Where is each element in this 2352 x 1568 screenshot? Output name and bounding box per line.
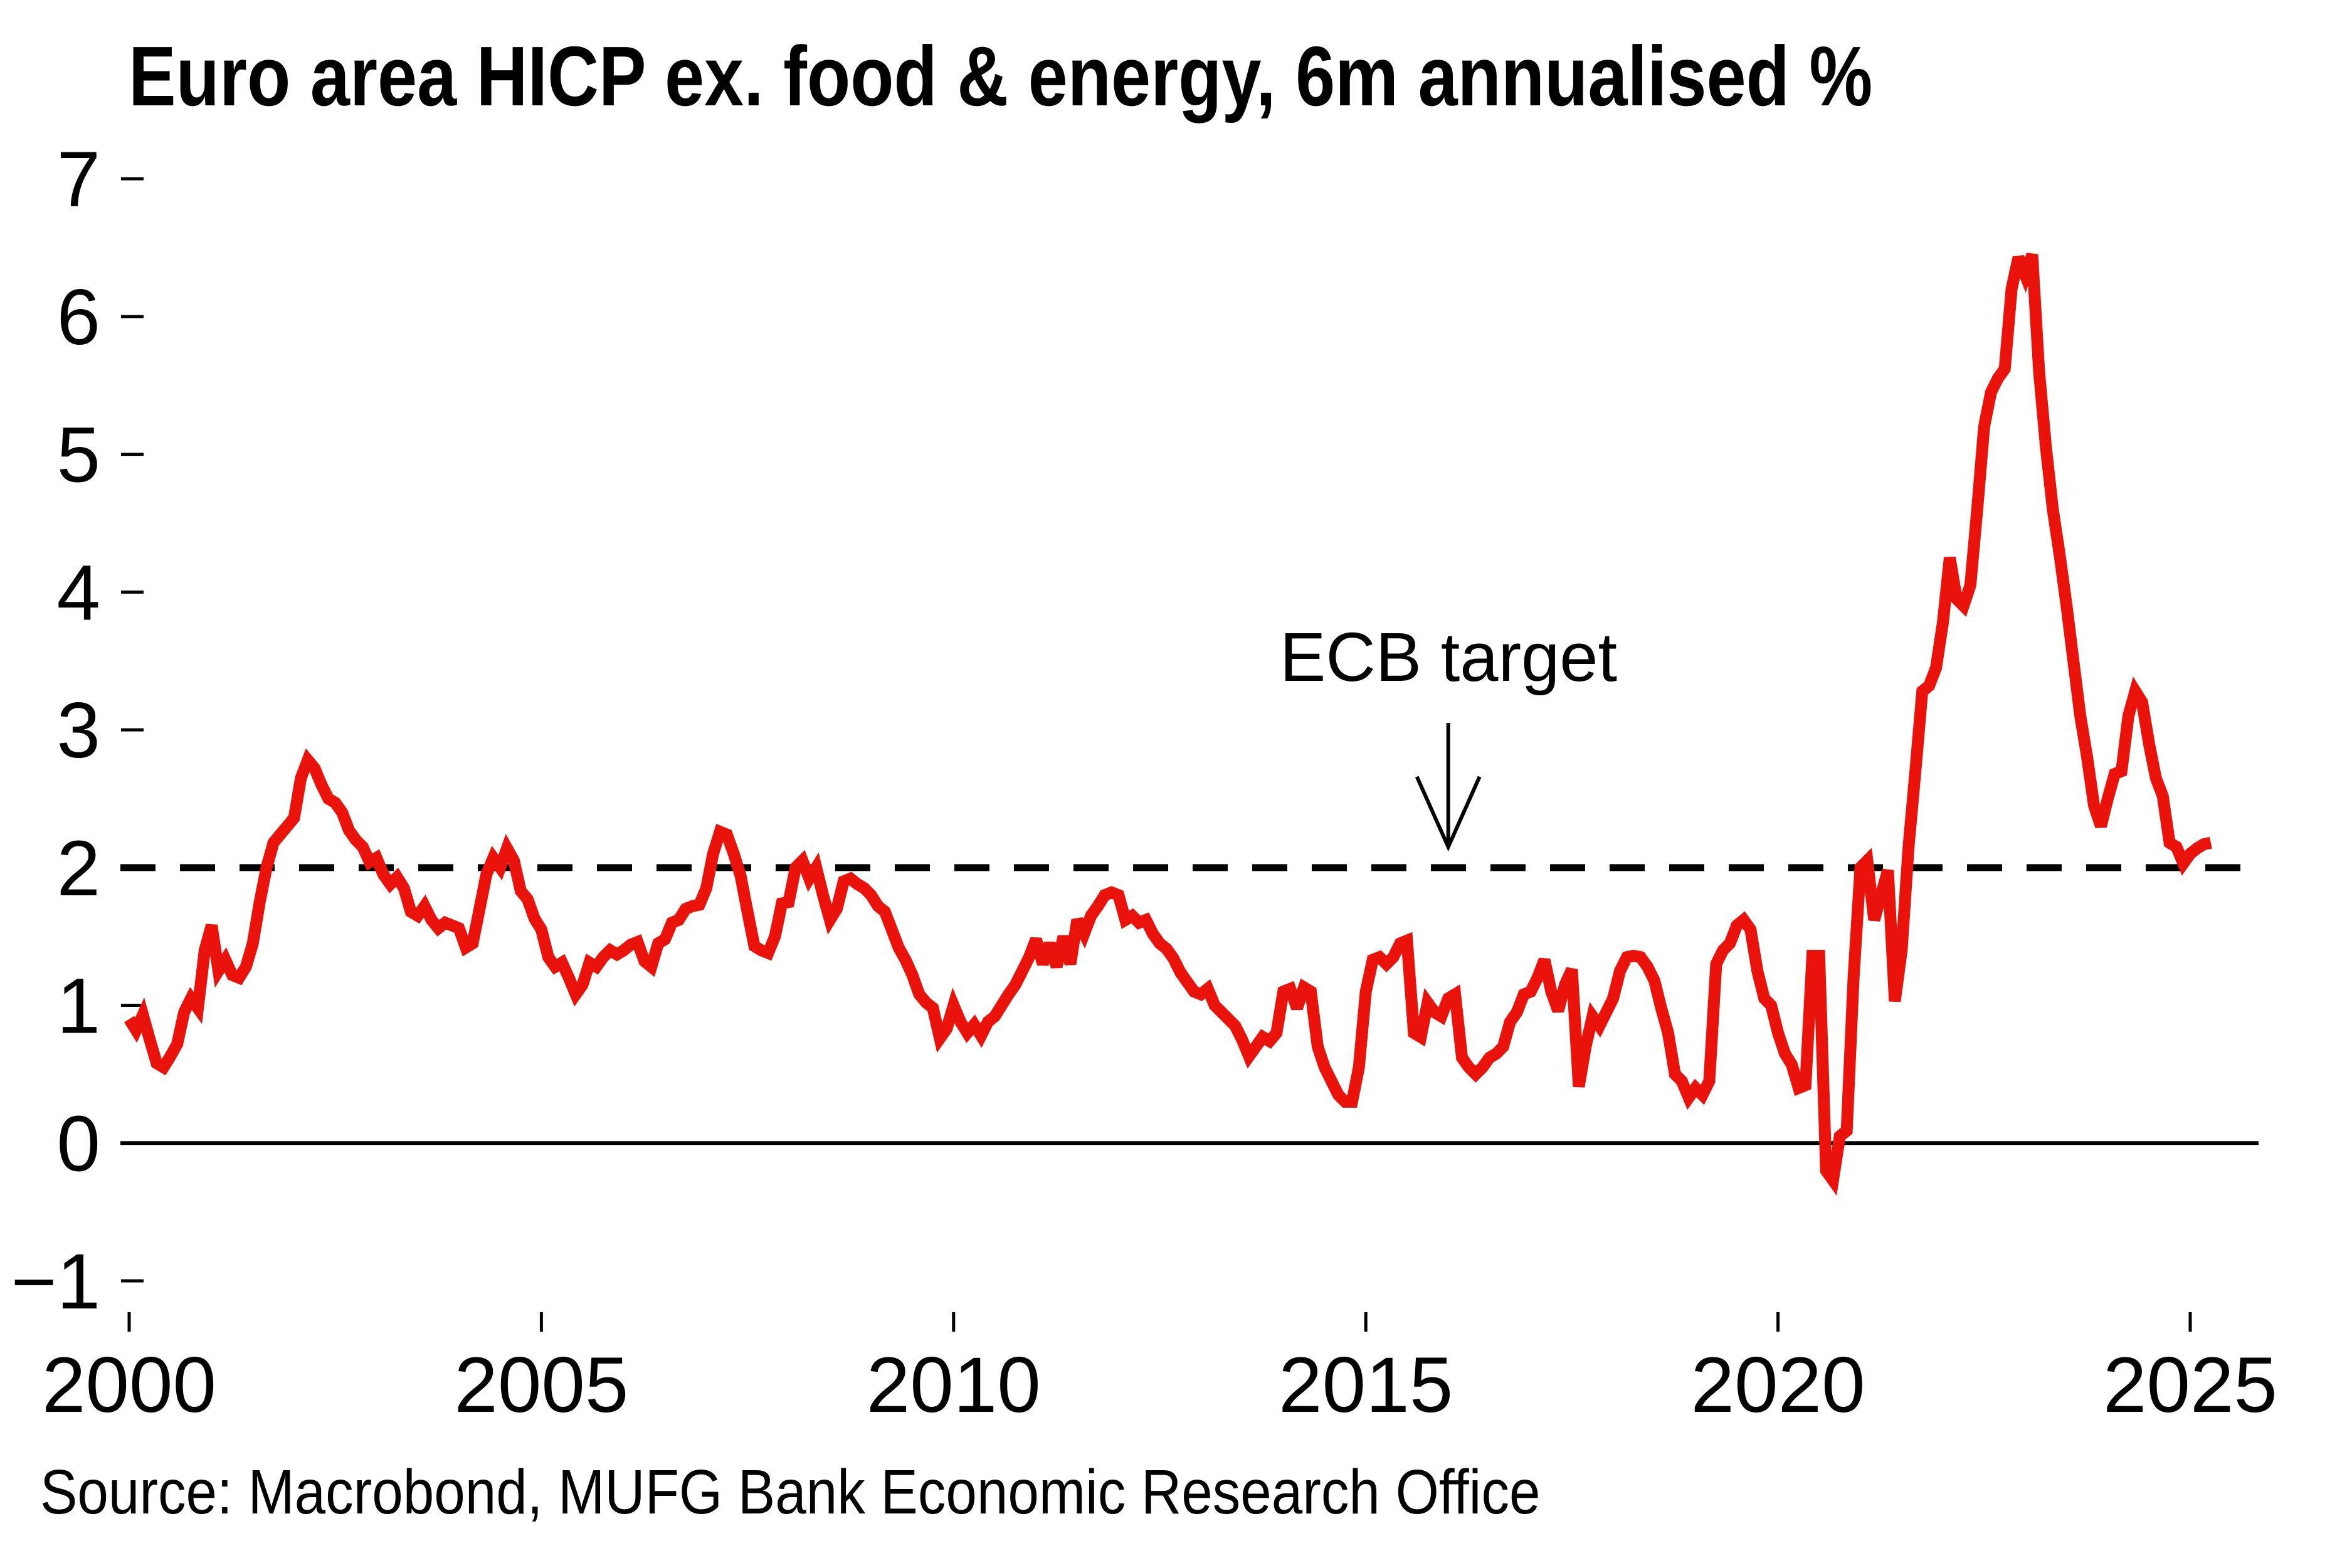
y-tick-label: 4 [56,549,100,636]
y-tick-label: 6 [56,274,100,361]
y-tick-label: 2 [56,825,100,912]
annotation-arrow-head [1415,776,1482,852]
y-tick-label: 7 [56,136,100,223]
y-tick-label: −1 [11,1238,100,1325]
y-tick-label: 3 [56,687,100,774]
hicp-series-line [124,252,2212,1196]
y-tick-label: 1 [56,963,100,1050]
chart-title: Euro area HICP ex. food & energy, 6m ann… [129,29,1873,124]
x-tick-label: 2015 [1279,1342,1453,1429]
x-tick-label: 2010 [867,1342,1041,1429]
y-tick-label: 0 [56,1100,100,1187]
y-tick-label: 5 [56,412,100,499]
x-tick-label: 2025 [2103,1342,2277,1429]
x-tick-label: 2020 [1691,1342,1865,1429]
x-tick-label: 2005 [454,1342,628,1429]
ecb-target-label: ECB target [1279,619,1618,696]
x-tick-label: 2000 [42,1342,216,1429]
source-note: Source: Macrobond, MUFG Bank Economic Re… [40,1457,1541,1527]
